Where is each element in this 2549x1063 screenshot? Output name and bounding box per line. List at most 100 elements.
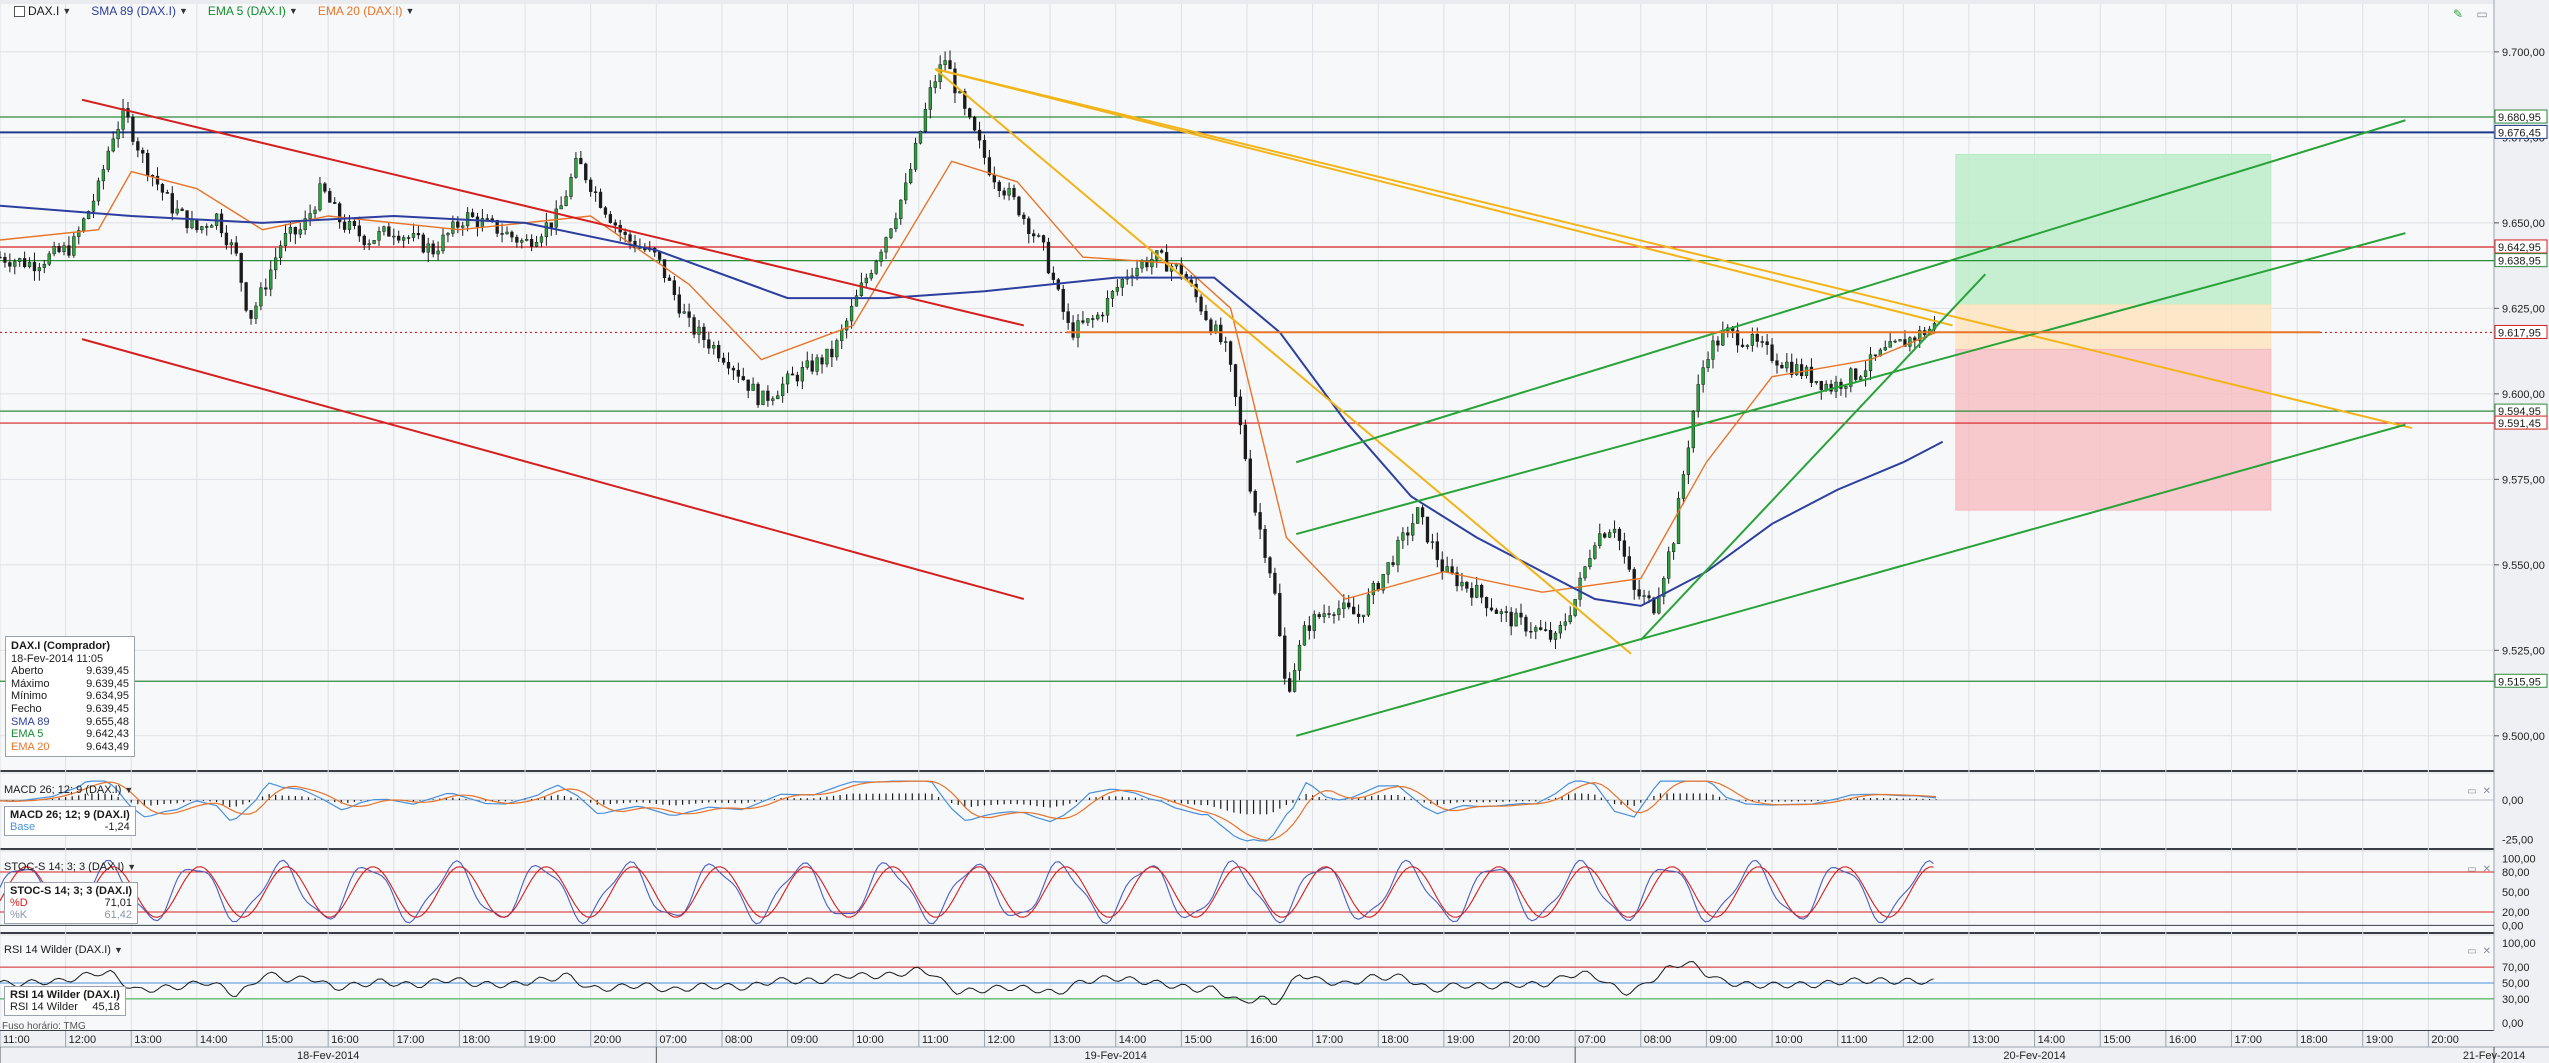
candle xyxy=(1716,336,1720,352)
time-tick-label: 15:00 xyxy=(1184,1034,1212,1046)
candle xyxy=(1396,536,1400,573)
candle xyxy=(889,228,893,240)
stoch-pane-selector[interactable]: STOC-S 14; 3; 3 (DAX.I) ▼ xyxy=(4,861,136,873)
chevron-down-icon[interactable]: ▼ xyxy=(113,945,123,955)
candle xyxy=(953,62,957,104)
candle xyxy=(1238,389,1243,435)
candle xyxy=(1105,290,1110,323)
indicator-ema5[interactable]: EMA 5 (DAX.I) ▼ xyxy=(200,4,306,18)
candle xyxy=(1415,507,1420,524)
info-row: EMA 5 9.642,43 xyxy=(11,728,129,741)
time-axis: 11:00 12:00 13:00 14:00 15:00 16:00 17:00 18:00… xyxy=(0,1031,2549,1063)
candle-body xyxy=(456,221,460,228)
candle-body xyxy=(37,267,42,272)
candle xyxy=(254,302,258,325)
candle-body xyxy=(1504,611,1508,613)
indicator-sma89[interactable]: SMA 89 (DAX.I) ▼ xyxy=(83,4,196,18)
candle xyxy=(1893,339,1897,344)
candle xyxy=(1292,663,1297,693)
candle-body xyxy=(746,379,750,391)
candle xyxy=(219,208,224,238)
time-tick-label: 13:00 xyxy=(134,1034,162,1046)
chevron-down-icon[interactable]: ▼ xyxy=(62,6,72,16)
candle-body xyxy=(1145,261,1149,268)
candle xyxy=(1479,583,1484,604)
candle xyxy=(328,188,332,203)
close-icon[interactable]: ✕ xyxy=(2482,864,2491,875)
info-value: 9.634,95 xyxy=(86,690,129,703)
restore-icon[interactable]: ▭ xyxy=(2476,7,2488,21)
candle-body xyxy=(997,181,1001,191)
price-tick-label: 9.550,00 xyxy=(2502,560,2545,572)
candle-body xyxy=(1455,572,1459,587)
candle-body xyxy=(451,221,455,234)
candle-body xyxy=(1046,241,1051,274)
time-tick-label: 10:00 xyxy=(1775,1034,1803,1046)
trendline xyxy=(1295,119,2406,464)
candle xyxy=(52,241,56,257)
candle-body xyxy=(702,326,706,340)
candle-body xyxy=(1524,616,1528,632)
candle-body xyxy=(1903,339,1907,347)
candle-body xyxy=(318,183,322,211)
chevron-down-icon[interactable]: ▼ xyxy=(127,862,137,872)
candle-body xyxy=(1051,272,1056,280)
level-label-box xyxy=(2494,415,2548,430)
candle-body xyxy=(160,184,165,193)
candle-body xyxy=(510,231,514,238)
chevron-down-icon[interactable]: ▼ xyxy=(405,6,415,16)
candle xyxy=(333,197,337,204)
candle-body xyxy=(1435,541,1439,560)
chevron-down-icon[interactable]: ▼ xyxy=(288,6,298,16)
minimize-icon[interactable]: ▭ xyxy=(2467,864,2477,875)
candle-body xyxy=(1509,611,1513,627)
candle-body xyxy=(869,273,873,279)
candle xyxy=(274,247,278,279)
candle xyxy=(559,196,563,210)
minimize-icon[interactable]: ▭ xyxy=(2467,786,2477,797)
info-value: 9.642,43 xyxy=(86,728,129,741)
minimize-icon[interactable]: ▭ xyxy=(2467,946,2477,957)
close-icon[interactable]: ✕ xyxy=(2482,786,2491,797)
candle xyxy=(1322,604,1326,624)
candle-body xyxy=(1440,559,1444,573)
candle-body xyxy=(820,357,824,365)
close-icon[interactable]: ✕ xyxy=(2482,946,2491,957)
candle-body xyxy=(790,373,795,376)
time-tick-label: 16:00 xyxy=(2169,1034,2197,1046)
candle xyxy=(1775,353,1779,374)
candle-body xyxy=(1603,533,1607,538)
candle-body xyxy=(1012,187,1016,198)
candle-body xyxy=(342,221,347,230)
candle xyxy=(1888,332,1892,348)
candle-body xyxy=(825,348,829,365)
indicator-ema20[interactable]: EMA 20 (DAX.I) ▼ xyxy=(310,4,423,18)
candle xyxy=(825,348,829,368)
candle-body xyxy=(1017,196,1021,216)
chevron-down-icon[interactable]: ▼ xyxy=(178,6,188,16)
candle xyxy=(1607,529,1612,538)
macd-pane-selector[interactable]: MACD 26; 12; 9 (DAX.I) ▼ xyxy=(4,784,133,796)
candle xyxy=(1401,527,1405,549)
candle-body xyxy=(121,108,125,130)
rsi-pane-selector[interactable]: RSI 14 Wilder (DAX.I) ▼ xyxy=(4,944,123,956)
legend-label: %D xyxy=(10,897,28,909)
symbol-selector[interactable]: DAX.I ▼ xyxy=(6,4,79,18)
candle-body xyxy=(1022,214,1026,219)
price-tick-label: 9.525,00 xyxy=(2502,645,2545,657)
candle-body xyxy=(1750,333,1755,346)
candle-body xyxy=(1612,528,1617,533)
candle xyxy=(57,242,61,254)
candle xyxy=(1529,622,1533,639)
chevron-down-icon[interactable]: ▼ xyxy=(124,785,134,795)
candle xyxy=(1386,562,1390,584)
indicator-label: EMA 20 (DAX.I) xyxy=(317,4,403,18)
time-tick-label: 11:00 xyxy=(1841,1034,1868,1046)
candle-body xyxy=(1371,582,1375,596)
candle-body xyxy=(628,234,632,242)
candle xyxy=(283,223,288,252)
candle xyxy=(1041,234,1046,251)
drawing-tool-icon[interactable]: ✎ xyxy=(2452,7,2464,21)
candle xyxy=(544,212,549,246)
